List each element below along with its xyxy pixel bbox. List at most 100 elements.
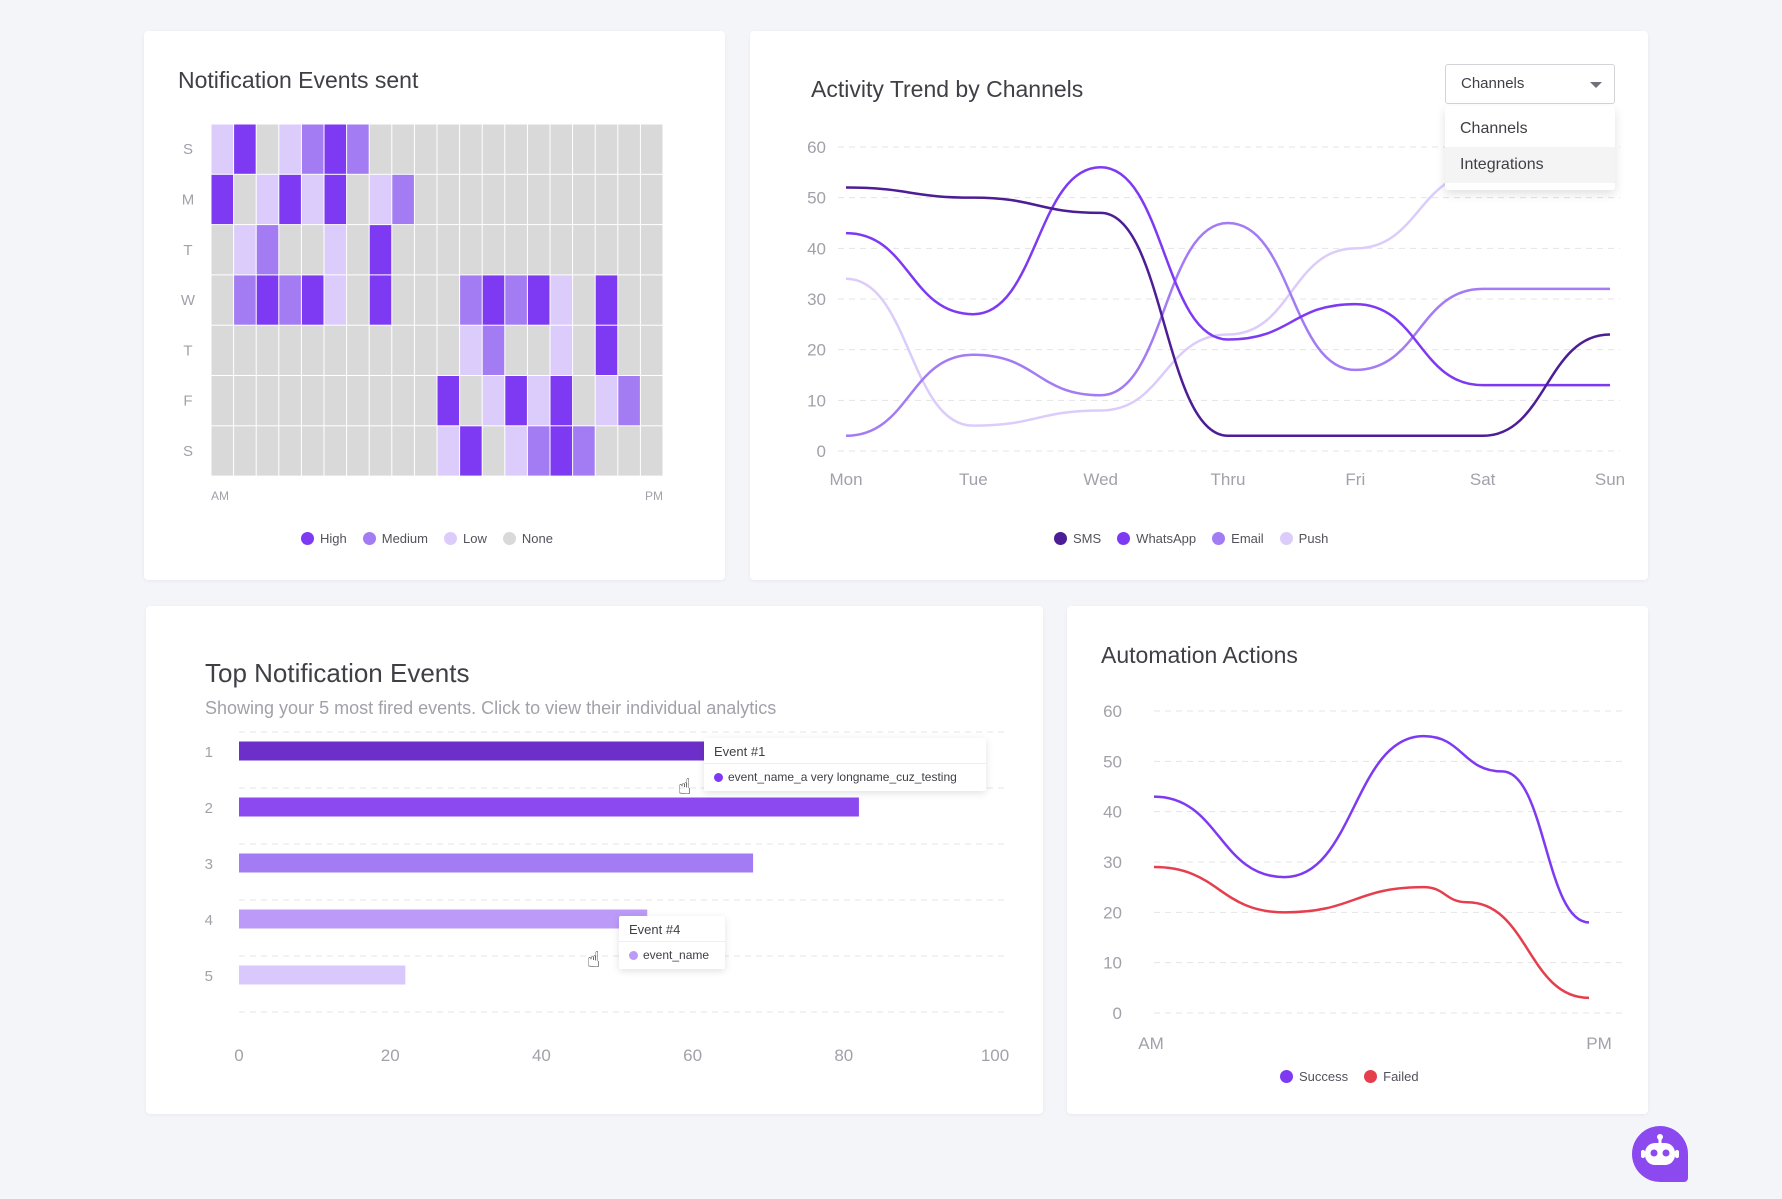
heatmap-cell (618, 225, 640, 275)
trend-x-tick-label: Fri (1345, 470, 1365, 489)
heatmap-cell (414, 426, 437, 476)
heatmap-cell (347, 325, 369, 375)
heatmap-cell (505, 325, 527, 375)
heatmap-cell (527, 426, 550, 476)
heatmap-cell (640, 124, 663, 174)
heatmap-row-label: F (183, 393, 192, 410)
heatmap-cell (369, 426, 392, 476)
top-x-tick-label: 20 (381, 1046, 400, 1065)
heatmap-cell (640, 325, 663, 375)
legend-item-push[interactable]: Push (1279, 531, 1328, 546)
trend-x-tick-label: Mon (829, 470, 862, 489)
trend-x-tick-label: Wed (1083, 470, 1118, 489)
heatmap-cell (505, 225, 527, 275)
top-x-tick-label: 100 (981, 1046, 1009, 1065)
legend-dot-none (502, 532, 516, 545)
auto-y-tick-label: 10 (1103, 954, 1122, 973)
heatmap-cell (324, 376, 347, 426)
heatmap-cell (482, 174, 505, 225)
legend-dot-high (301, 532, 314, 545)
heatmap-cell (234, 174, 256, 225)
trend-y-tick-label: 0 (817, 442, 826, 461)
heatmap-cell (279, 275, 301, 325)
auto-series-line-failed (1153, 865, 1590, 1000)
heatmap-cell (505, 376, 527, 426)
channels-dropdown[interactable]: Channels (1445, 64, 1615, 104)
heatmap-cell (211, 124, 234, 174)
heatmap-cell (573, 174, 595, 225)
automation-card: Automation Actions 0 10 20 30 40 50 60 AM PM Suc… (1067, 606, 1648, 1114)
trend-x-tick-label: Tue (959, 470, 988, 489)
activity-trend-card: Activity Trend by Channels 0 10 20 30 40 50 60… (750, 31, 1648, 580)
heatmap-cell (234, 275, 256, 325)
channels-dropdown-menu: Channels Integrations (1445, 106, 1615, 190)
heatmap-cell (369, 325, 392, 375)
heatmap-cell (211, 325, 234, 375)
heatmap-cell (347, 426, 369, 476)
legend-label-failed: Failed (1383, 1069, 1419, 1084)
heatmap-cell (437, 225, 460, 275)
tooltip-label: event_name_a very longname_cuz_testing (728, 770, 957, 784)
heatmap-cell (595, 174, 618, 225)
heatmap-cell (414, 275, 437, 325)
legend-item-sms[interactable]: SMS (1054, 531, 1101, 546)
heatmap-cell (211, 174, 234, 225)
heatmap-cell (618, 376, 640, 426)
heatmap-row-label: T (183, 242, 192, 259)
heatmap-cell (640, 225, 663, 275)
legend-item-none[interactable]: None (502, 531, 553, 546)
heatmap-cell (482, 275, 505, 325)
trend-y-tick-label: 50 (807, 189, 826, 208)
heatmap-cell (437, 376, 460, 426)
legend-item-failed[interactable]: Failed (1364, 1069, 1419, 1084)
heatmap-cell (550, 225, 573, 275)
legend-item-success[interactable]: Success (1280, 1069, 1348, 1084)
automation-chart: 0 10 20 30 40 50 60 AM PM (1103, 702, 1624, 1053)
heatmap-cell (640, 275, 663, 325)
legend-item-medium[interactable]: Medium (362, 531, 428, 546)
heatmap-cell (279, 376, 301, 426)
auto-y-tick-label: 20 (1103, 903, 1122, 922)
heatmap-cell (256, 124, 279, 174)
heatmap-cell (550, 426, 573, 476)
dropdown-option-integrations[interactable]: Integrations (1445, 147, 1615, 183)
heatmap-cell (482, 325, 505, 375)
top-category-label: 4 (205, 912, 213, 929)
heatmap-cell (234, 376, 256, 426)
top-category-label: 1 (205, 744, 213, 761)
top-event-bar (239, 797, 859, 817)
dropdown-option-channels[interactable]: Channels (1460, 120, 1528, 137)
heatmap-cell (369, 124, 392, 174)
legend-dot-failed (1364, 1070, 1378, 1083)
legend-label-success: Success (1299, 1069, 1349, 1084)
auto-y-tick-label: 30 (1103, 853, 1122, 872)
legend-dot-whatsapp (1117, 532, 1131, 545)
legend-item-high[interactable]: High (301, 531, 347, 546)
heatmap-cell (527, 376, 550, 426)
heatmap-cell (347, 275, 369, 325)
heatmap-cell (527, 124, 550, 174)
heatmap-row-label: S (183, 443, 193, 460)
heatmap-cell (482, 225, 505, 275)
trend-y-tick-label: 60 (807, 138, 826, 157)
trend-series-line-email (845, 221, 1610, 438)
legend-item-email[interactable]: Email (1212, 531, 1264, 546)
tooltip-row: event_name_a very longname_cuz_testing (704, 764, 986, 791)
heatmap-cell (392, 275, 414, 325)
top-event-bar (239, 965, 406, 985)
heatmap-cell (460, 376, 482, 426)
legend-label-none: None (521, 531, 553, 546)
legend-item-low[interactable]: Low (444, 531, 487, 546)
legend-label-email: Email (1231, 531, 1264, 546)
heatmap-cell (482, 376, 505, 426)
heatmap-cell (527, 174, 550, 225)
heatmap-cell (392, 124, 414, 174)
heatmap-cell (505, 124, 527, 174)
heatmap-cell (527, 275, 550, 325)
legend-label-high: High (320, 531, 347, 546)
legend-item-whatsapp[interactable]: WhatsApp (1117, 531, 1196, 546)
top-event-bar (239, 853, 754, 873)
chat-bot-button[interactable] (1632, 1126, 1688, 1182)
heatmap-cell (573, 325, 595, 375)
heatmap-cell (324, 124, 347, 174)
